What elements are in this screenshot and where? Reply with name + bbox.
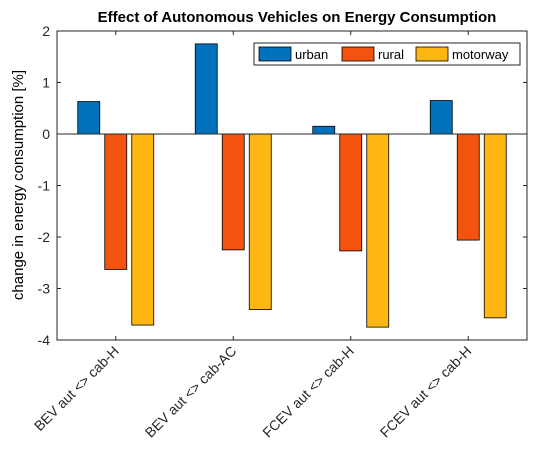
y-tick-label: 1 bbox=[42, 75, 50, 91]
bar-rural bbox=[221, 133, 245, 251]
bar-rural bbox=[104, 133, 128, 270]
y-axis-label: change in energy consumption [%] bbox=[10, 70, 27, 300]
y-axis-ticks: 2 1 0 -1 -2 -3 -4 bbox=[38, 23, 527, 348]
plot-area bbox=[57, 31, 527, 340]
plot-frame bbox=[56, 30, 528, 341]
bar-urban bbox=[312, 125, 336, 135]
bar-rural bbox=[339, 133, 363, 252]
legend-swatch-urban bbox=[258, 46, 292, 62]
legend-label-motorway: motorway bbox=[452, 47, 509, 62]
x-tick-label: FCEV aut <> cab-H bbox=[259, 343, 357, 441]
y-tick-label: -4 bbox=[38, 332, 51, 348]
bar-urban bbox=[194, 43, 218, 135]
y-tick-label: 2 bbox=[42, 23, 50, 39]
chart-title: Effect of Autonomous Vehicles on Energy … bbox=[98, 9, 497, 26]
x-tick-label: BEV aut <> cab-H bbox=[31, 343, 122, 434]
legend-label-rural: rural bbox=[378, 47, 404, 62]
x-tick-label: FCEV aut <> cab-H bbox=[377, 343, 475, 441]
legend-swatch-motorway bbox=[415, 46, 449, 62]
y-tick-label: -2 bbox=[38, 229, 51, 245]
bar-motorway bbox=[131, 133, 155, 326]
y-tick-label: -3 bbox=[38, 281, 51, 297]
y-tick-label: -1 bbox=[38, 178, 51, 194]
bar-motorway bbox=[248, 133, 272, 311]
bar-urban bbox=[77, 101, 101, 135]
bar-rural bbox=[456, 133, 480, 241]
y-tick-label: 0 bbox=[42, 126, 50, 142]
legend-box bbox=[253, 42, 521, 66]
bar-urban bbox=[429, 100, 453, 135]
legend-label-urban: urban bbox=[295, 47, 328, 62]
bar-motorway bbox=[366, 133, 390, 328]
legend-swatch-rural bbox=[341, 46, 375, 62]
bar-motorway bbox=[483, 133, 507, 319]
legend: urban rural motorway bbox=[253, 42, 521, 66]
x-tick-label: BEV aut <> cab-AC bbox=[142, 343, 240, 441]
bars-group bbox=[77, 43, 507, 328]
